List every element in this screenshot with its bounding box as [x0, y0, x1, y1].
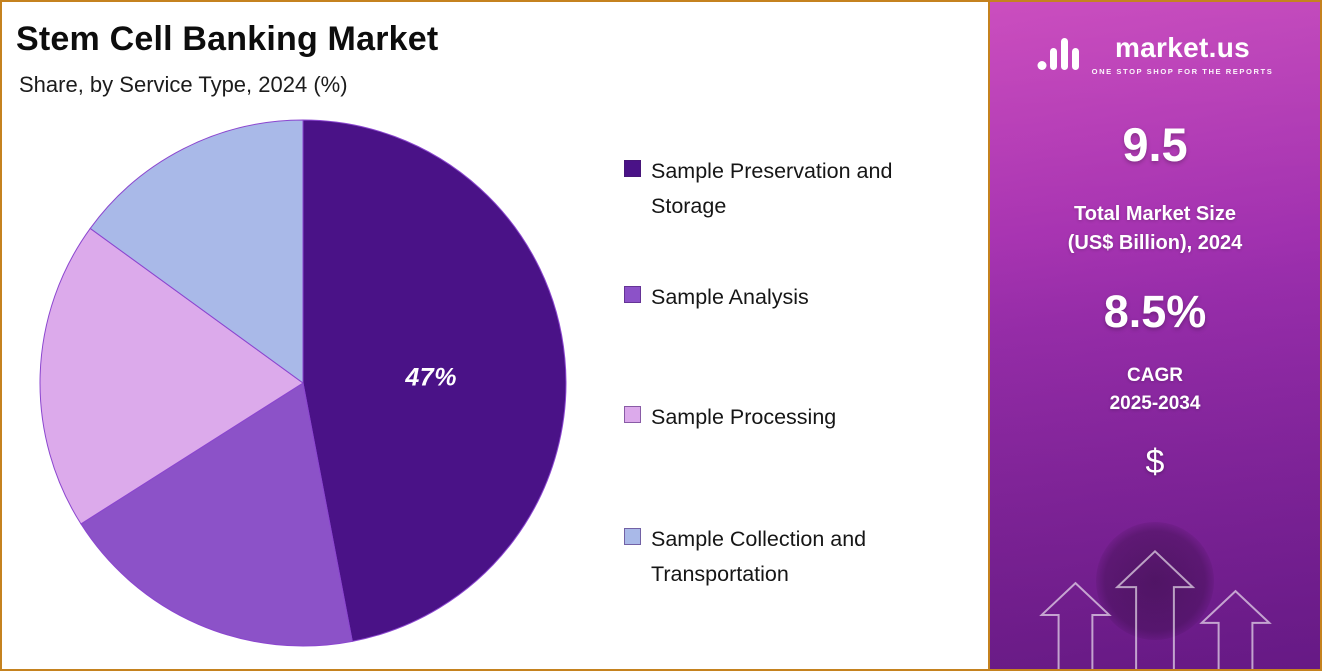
legend-swatch — [624, 286, 641, 303]
chart-legend: Sample Preservation and Storage Sample A… — [624, 2, 964, 669]
logo-text: market.us — [1114, 32, 1250, 63]
brand-logo: market.us ONE STOP SHOP FOR THE REPORTS — [990, 32, 1320, 77]
dollar-sign: $ — [1145, 443, 1165, 482]
logo-tagline: ONE STOP SHOP FOR THE REPORTS — [1091, 67, 1274, 76]
total-market-size-label: Total Market Size (US$ Billion), 2024 — [990, 200, 1320, 258]
legend-label: Sample Preservation and Storage — [651, 159, 893, 218]
brand-sidebar: market.us ONE STOP SHOP FOR THE REPORTS … — [988, 2, 1320, 669]
page-title: Stem Cell Banking Market — [16, 20, 439, 58]
legend-item: Sample Analysis — [624, 280, 809, 315]
legend-item: Sample Preservation and Storage — [624, 154, 951, 224]
cagr-label-line2: 2025-2034 — [1109, 392, 1201, 414]
pie-chart-svg — [39, 119, 567, 647]
cagr-label: CAGR 2025-2034 — [990, 362, 1320, 417]
legend-swatch — [624, 528, 641, 545]
pie-slice-3 — [89, 119, 304, 384]
legend-swatch — [624, 406, 641, 423]
arrow-up-right — [1199, 589, 1272, 669]
legend-label: Sample Processing — [651, 405, 837, 429]
growth-arrows-decoration — [1039, 549, 1272, 669]
page-subtitle: Share, by Service Type, 2024 (%) — [19, 72, 348, 97]
cup-photo-shadow — [1096, 522, 1214, 640]
pie-data-label: 47% — [405, 363, 457, 392]
chart-area: Stem Cell Banking Market Share, by Servi… — [2, 2, 988, 669]
total-market-size-label-line2: (US$ Billion), 2024 — [1067, 232, 1243, 254]
sidebar-content: market.us ONE STOP SHOP FOR THE REPORTS … — [990, 32, 1320, 482]
arrow-up-left — [1039, 581, 1112, 669]
pie-slice-0 — [302, 119, 567, 642]
legend-label: Sample Collection and Transportation — [651, 527, 867, 586]
legend-item: Sample Collection and Transportation — [624, 522, 951, 592]
legend-item: Sample Processing — [624, 400, 836, 435]
arrow-up-center — [1114, 549, 1196, 669]
legend-label: Sample Analysis — [651, 285, 809, 309]
pie-slice-2 — [39, 227, 304, 525]
marketus-logo-icon — [1037, 36, 1083, 77]
pie-chart: 47% — [36, 116, 570, 650]
legend-swatch — [624, 160, 641, 177]
total-market-size-label-line1: Total Market Size — [1074, 203, 1236, 225]
pie-slice-1 — [80, 382, 353, 647]
cagr-label-line1: CAGR — [1127, 365, 1183, 386]
total-market-size-value: 9.5 — [1122, 118, 1188, 171]
cagr-value: 8.5% — [1103, 286, 1207, 337]
logo-text-block: market.us ONE STOP SHOP FOR THE REPORTS — [1092, 32, 1274, 76]
